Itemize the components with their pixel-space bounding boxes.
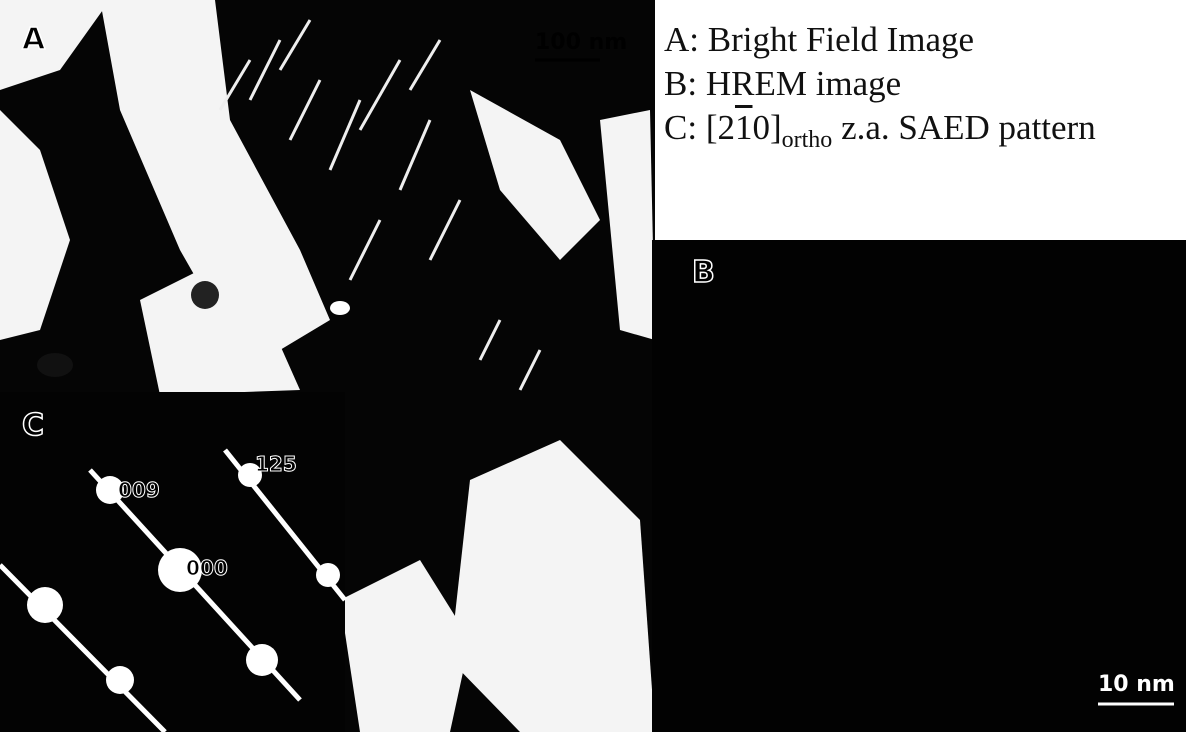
legend-bracket: 0]	[752, 108, 781, 147]
legend-item: B: HREM image	[664, 62, 1096, 106]
figure: A 100 nm B 10 nm C 009 125 000 A: Bright…	[0, 0, 1186, 732]
spot-label: 125	[255, 452, 297, 476]
legend-item: C: [210]ortho z.a. SAED pattern	[664, 106, 1096, 162]
scale-label: 10 nm	[1098, 672, 1175, 697]
panel-label: C	[22, 408, 44, 443]
legend-item: A: Bright Field Image	[664, 18, 1096, 62]
legend-text: z.a. SAED pattern	[841, 108, 1096, 147]
legend-key: B:	[664, 64, 697, 103]
panel-b-image	[652, 240, 1186, 732]
legend-key: A:	[664, 20, 699, 59]
spot-label: 009	[118, 478, 160, 502]
spot-label: 000	[186, 556, 228, 580]
panel-label: B	[692, 255, 715, 290]
legend-subscript: ortho	[782, 127, 833, 153]
legend-overbar: 1	[735, 108, 753, 147]
legend: A: Bright Field Image B: HREM image C: […	[664, 18, 1096, 162]
legend-text: HREM image	[706, 64, 901, 103]
legend-text: Bright Field Image	[708, 20, 974, 59]
legend-bracket: [2	[706, 108, 735, 147]
scale-label: 100 nm	[535, 30, 627, 55]
legend-key: C:	[664, 108, 697, 147]
panel-label: A	[22, 22, 45, 57]
